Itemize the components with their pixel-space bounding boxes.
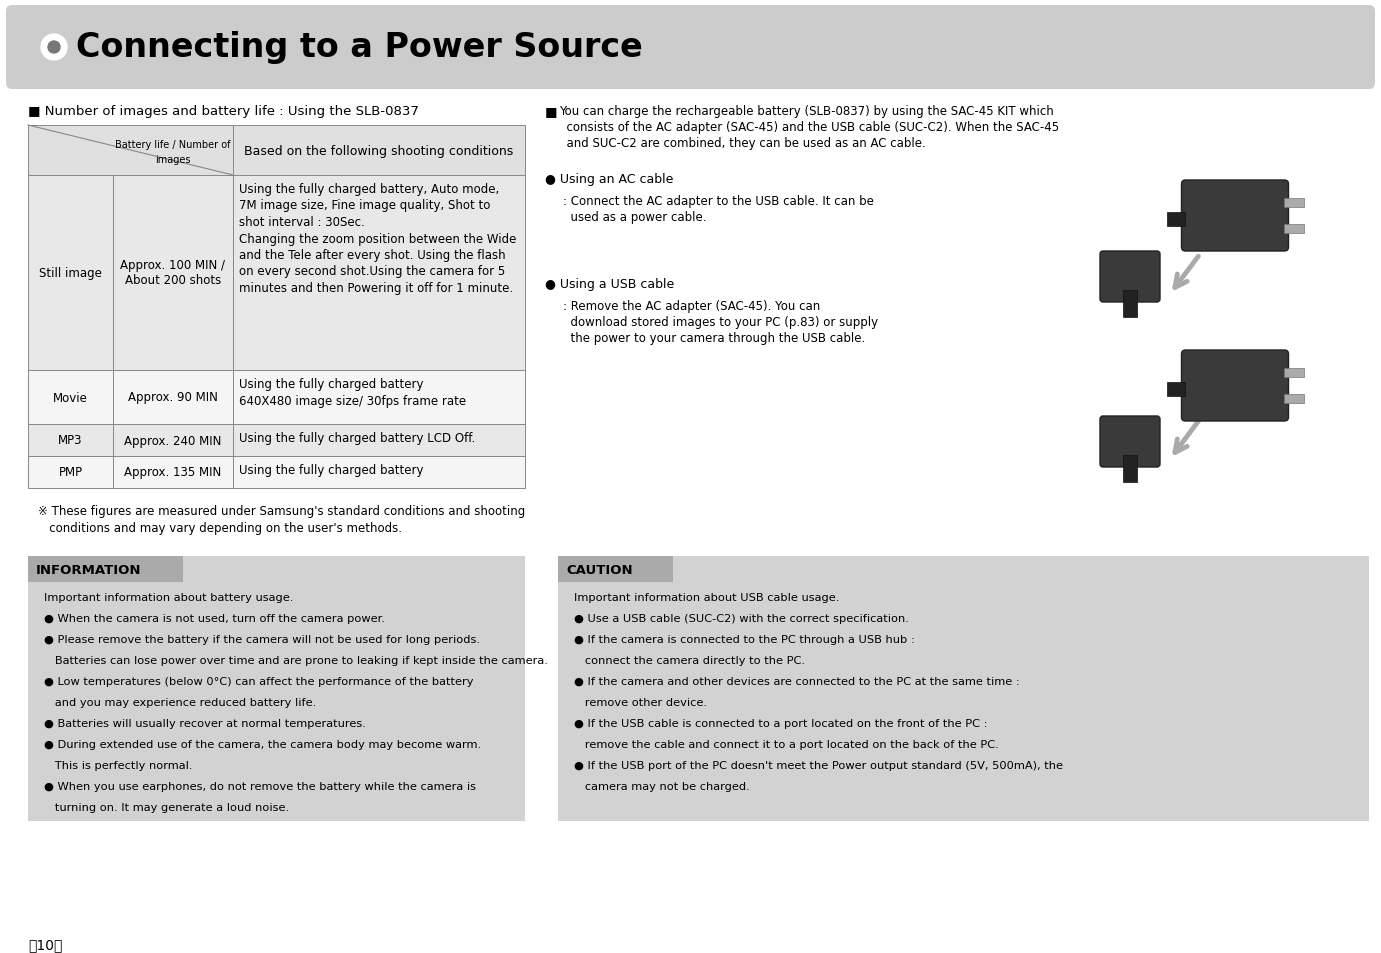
Text: Based on the following shooting conditions: Based on the following shooting conditio… — [244, 144, 514, 157]
Text: ※ These figures are measured under Samsung's standard conditions and shooting: ※ These figures are measured under Samsu… — [39, 504, 525, 517]
Text: This is perfectly normal.: This is perfectly normal. — [44, 760, 192, 770]
Text: ● During extended use of the camera, the camera body may become warm.: ● During extended use of the camera, the… — [44, 740, 481, 749]
Bar — [1123, 456, 1137, 482]
Text: Approx. 240 MIN: Approx. 240 MIN — [124, 434, 222, 447]
Text: Battery life / Number of: Battery life / Number of — [115, 140, 231, 150]
Text: ● When you use earphones, do not remove the battery while the camera is: ● When you use earphones, do not remove … — [44, 781, 476, 791]
Text: Using the fully charged battery: Using the fully charged battery — [239, 463, 424, 476]
Text: Important information about battery usage.: Important information about battery usag… — [44, 593, 293, 602]
Text: Approx. 135 MIN: Approx. 135 MIN — [124, 466, 221, 479]
Text: ● If the USB cable is connected to a port located on the front of the PC :: ● If the USB cable is connected to a por… — [574, 719, 987, 728]
Text: Approx. 90 MIN: Approx. 90 MIN — [128, 391, 218, 404]
Bar — [28, 557, 184, 582]
Text: You can charge the rechargeable battery (SLB-0837) by using the SAC-45 KIT which: You can charge the rechargeable battery … — [559, 105, 1054, 118]
Text: Using the fully charged battery, Auto mode,
7M image size, Fine image quality, S: Using the fully charged battery, Auto mo… — [239, 183, 516, 294]
Text: ● Using a USB cable: ● Using a USB cable — [545, 277, 674, 291]
Text: Using the fully charged battery LCD Off.: Using the fully charged battery LCD Off. — [239, 432, 475, 444]
Bar — [1123, 291, 1137, 317]
Bar — [28, 175, 525, 371]
Bar — [28, 557, 525, 821]
Bar — [28, 456, 525, 489]
Bar — [28, 126, 525, 175]
Bar — [1167, 213, 1185, 227]
Bar — [1284, 224, 1304, 233]
Text: ● If the camera and other devices are connected to the PC at the same time :: ● If the camera and other devices are co… — [574, 677, 1019, 686]
Bar — [1167, 382, 1185, 396]
Bar — [28, 371, 525, 424]
Text: ● Batteries will usually recover at normal temperatures.: ● Batteries will usually recover at norm… — [44, 719, 366, 728]
Text: : Connect the AC adapter to the USB cable. It can be: : Connect the AC adapter to the USB cabl… — [563, 194, 874, 208]
FancyBboxPatch shape — [1101, 416, 1160, 468]
Text: ● When the camera is not used, turn off the camera power.: ● When the camera is not used, turn off … — [44, 614, 385, 623]
Text: conditions and may vary depending on the user's methods.: conditions and may vary depending on the… — [39, 521, 402, 535]
FancyBboxPatch shape — [1182, 351, 1288, 421]
Text: PMP: PMP — [58, 466, 83, 479]
Text: and SUC-C2 are combined, they can be used as an AC cable.: and SUC-C2 are combined, they can be use… — [559, 137, 925, 150]
Text: CAUTION: CAUTION — [566, 563, 632, 576]
Text: consists of the AC adapter (SAC-45) and the USB cable (SUC-C2). When the SAC-45: consists of the AC adapter (SAC-45) and … — [559, 121, 1059, 133]
Text: MP3: MP3 — [58, 434, 83, 447]
Text: Approx. 100 MIN /
About 200 shots: Approx. 100 MIN / About 200 shots — [120, 259, 225, 287]
Text: turning on. It may generate a loud noise.: turning on. It may generate a loud noise… — [44, 802, 289, 812]
Bar — [558, 557, 673, 582]
Text: download stored images to your PC (p.83) or supply: download stored images to your PC (p.83)… — [563, 315, 878, 329]
Text: used as a power cable.: used as a power cable. — [563, 211, 707, 224]
Text: ● Low temperatures (below 0°C) can affect the performance of the battery: ● Low temperatures (below 0°C) can affec… — [44, 677, 474, 686]
Text: INFORMATION: INFORMATION — [36, 563, 141, 576]
Text: Movie: Movie — [52, 391, 88, 404]
FancyBboxPatch shape — [6, 6, 1375, 90]
Text: camera may not be charged.: camera may not be charged. — [574, 781, 750, 791]
Text: 【10】: 【10】 — [28, 937, 62, 951]
Circle shape — [48, 42, 59, 54]
Text: images: images — [155, 154, 191, 165]
Text: connect the camera directly to the PC.: connect the camera directly to the PC. — [574, 656, 805, 665]
Bar — [1284, 199, 1304, 208]
Text: Connecting to a Power Source: Connecting to a Power Source — [76, 31, 642, 65]
Text: the power to your camera through the USB cable.: the power to your camera through the USB… — [563, 332, 866, 345]
Text: ● Using an AC cable: ● Using an AC cable — [545, 172, 674, 186]
FancyBboxPatch shape — [1182, 181, 1288, 252]
Text: Using the fully charged battery
640X480 image size/ 30fps frame rate: Using the fully charged battery 640X480 … — [239, 377, 467, 407]
Text: Still image: Still image — [39, 267, 102, 280]
Text: ■: ■ — [545, 105, 558, 118]
Text: : Remove the AC adapter (SAC-45). You can: : Remove the AC adapter (SAC-45). You ca… — [563, 299, 820, 313]
Text: ● Please remove the battery if the camera will not be used for long periods.: ● Please remove the battery if the camer… — [44, 635, 481, 644]
Text: ● Use a USB cable (SUC-C2) with the correct specification.: ● Use a USB cable (SUC-C2) with the corr… — [574, 614, 909, 623]
Text: remove other device.: remove other device. — [574, 698, 707, 707]
FancyBboxPatch shape — [1101, 252, 1160, 303]
Bar — [1284, 395, 1304, 403]
Text: remove the cable and connect it to a port located on the back of the PC.: remove the cable and connect it to a por… — [574, 740, 998, 749]
Bar — [558, 557, 1369, 821]
Bar — [1284, 369, 1304, 378]
Text: ■ Number of images and battery life : Using the SLB-0837: ■ Number of images and battery life : Us… — [28, 105, 418, 118]
Bar — [28, 424, 525, 456]
Circle shape — [41, 35, 68, 61]
Text: and you may experience reduced battery life.: and you may experience reduced battery l… — [44, 698, 316, 707]
Text: ● If the USB port of the PC doesn't meet the Power output standard (5V, 500mA), : ● If the USB port of the PC doesn't meet… — [574, 760, 1063, 770]
Text: Important information about USB cable usage.: Important information about USB cable us… — [574, 593, 840, 602]
Text: ● If the camera is connected to the PC through a USB hub :: ● If the camera is connected to the PC t… — [574, 635, 914, 644]
Text: Batteries can lose power over time and are prone to leaking if kept inside the c: Batteries can lose power over time and a… — [44, 656, 548, 665]
